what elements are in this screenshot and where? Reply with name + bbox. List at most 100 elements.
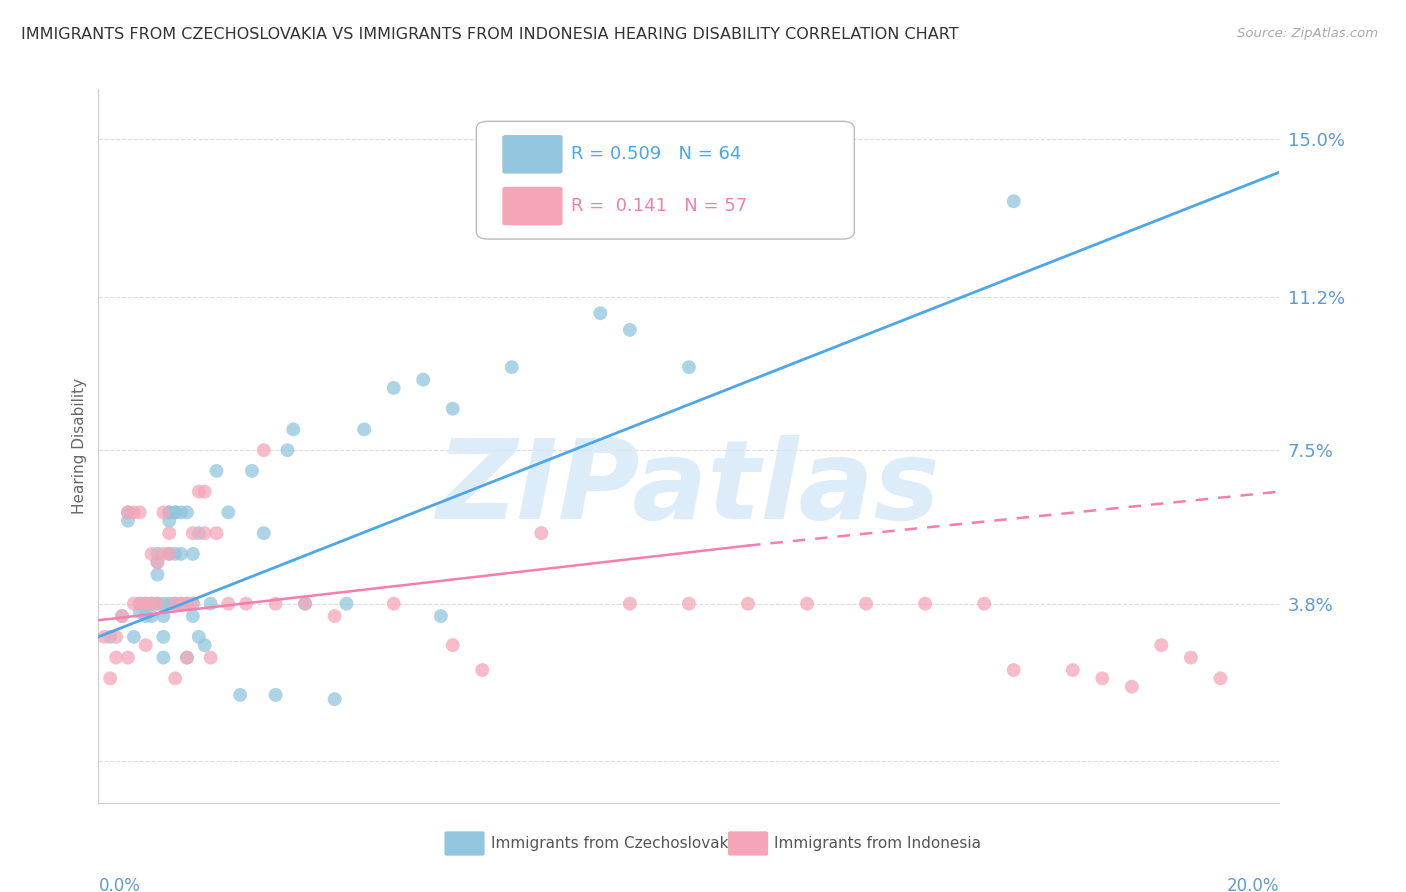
Point bbox=[619, 597, 641, 611]
Point bbox=[796, 597, 818, 611]
Point bbox=[141, 609, 163, 624]
Point bbox=[117, 650, 139, 665]
Point bbox=[170, 597, 193, 611]
Point bbox=[170, 505, 193, 519]
Point bbox=[105, 630, 128, 644]
Point bbox=[187, 526, 209, 541]
Point bbox=[441, 638, 464, 652]
Point bbox=[146, 597, 169, 611]
Text: R =  0.141   N = 57: R = 0.141 N = 57 bbox=[571, 197, 747, 215]
Point bbox=[412, 373, 434, 387]
Point bbox=[170, 597, 193, 611]
Point bbox=[1062, 29, 1084, 43]
Point bbox=[165, 547, 187, 561]
Point bbox=[165, 671, 187, 685]
Point bbox=[122, 597, 145, 611]
Point bbox=[678, 360, 700, 375]
Point bbox=[146, 567, 169, 582]
Point bbox=[176, 650, 198, 665]
Point bbox=[353, 422, 375, 436]
Text: Source: ZipAtlas.com: Source: ZipAtlas.com bbox=[1237, 27, 1378, 40]
Point bbox=[855, 597, 877, 611]
Point bbox=[194, 526, 217, 541]
Text: R = 0.509   N = 64: R = 0.509 N = 64 bbox=[571, 145, 741, 163]
Point bbox=[200, 650, 222, 665]
Point bbox=[93, 630, 115, 644]
Point bbox=[152, 609, 174, 624]
Point bbox=[217, 505, 239, 519]
Point bbox=[323, 609, 346, 624]
Point bbox=[229, 688, 252, 702]
Point bbox=[205, 464, 228, 478]
Point bbox=[264, 688, 287, 702]
Point bbox=[117, 514, 139, 528]
Text: ZIPatlas: ZIPatlas bbox=[437, 435, 941, 542]
Point bbox=[141, 597, 163, 611]
Point bbox=[157, 547, 180, 561]
Point bbox=[181, 609, 204, 624]
Point bbox=[294, 597, 316, 611]
Point bbox=[157, 547, 180, 561]
Point bbox=[122, 505, 145, 519]
Point bbox=[157, 505, 180, 519]
Text: Immigrants from Czechoslovakia: Immigrants from Czechoslovakia bbox=[491, 836, 741, 851]
Point bbox=[157, 514, 180, 528]
Point bbox=[200, 597, 222, 611]
FancyBboxPatch shape bbox=[502, 186, 562, 226]
Point bbox=[1209, 671, 1232, 685]
Point bbox=[1180, 650, 1202, 665]
Point bbox=[135, 609, 157, 624]
Point bbox=[1062, 663, 1084, 677]
FancyBboxPatch shape bbox=[477, 121, 855, 239]
Point bbox=[973, 597, 995, 611]
Point bbox=[796, 194, 818, 209]
Point bbox=[181, 597, 204, 611]
Point bbox=[194, 638, 217, 652]
Point bbox=[187, 630, 209, 644]
Point bbox=[141, 597, 163, 611]
Text: IMMIGRANTS FROM CZECHOSLOVAKIA VS IMMIGRANTS FROM INDONESIA HEARING DISABILITY C: IMMIGRANTS FROM CZECHOSLOVAKIA VS IMMIGR… bbox=[21, 27, 959, 42]
Point bbox=[152, 547, 174, 561]
Point bbox=[1091, 671, 1114, 685]
Point bbox=[194, 484, 217, 499]
Point bbox=[176, 505, 198, 519]
Text: 20.0%: 20.0% bbox=[1227, 878, 1279, 892]
Point bbox=[117, 505, 139, 519]
Point bbox=[98, 630, 121, 644]
Point bbox=[152, 630, 174, 644]
Point bbox=[135, 638, 157, 652]
Point bbox=[441, 401, 464, 416]
Point bbox=[1121, 680, 1143, 694]
Point bbox=[165, 505, 187, 519]
Point bbox=[1002, 663, 1025, 677]
Point bbox=[181, 597, 204, 611]
Point bbox=[141, 547, 163, 561]
Point bbox=[619, 323, 641, 337]
Point bbox=[165, 597, 187, 611]
Point bbox=[152, 597, 174, 611]
Point bbox=[165, 505, 187, 519]
Point bbox=[235, 597, 257, 611]
Point bbox=[176, 650, 198, 665]
Point bbox=[111, 609, 134, 624]
Point bbox=[253, 443, 276, 458]
Point bbox=[157, 597, 180, 611]
Point bbox=[128, 597, 150, 611]
Point bbox=[187, 484, 209, 499]
Point bbox=[146, 547, 169, 561]
Point bbox=[170, 547, 193, 561]
Point bbox=[176, 597, 198, 611]
FancyBboxPatch shape bbox=[444, 831, 485, 855]
Point bbox=[253, 526, 276, 541]
Point bbox=[471, 663, 494, 677]
Point bbox=[530, 526, 553, 541]
Point bbox=[217, 597, 239, 611]
Point bbox=[264, 597, 287, 611]
Point bbox=[181, 526, 204, 541]
Point bbox=[128, 597, 150, 611]
Text: Immigrants from Indonesia: Immigrants from Indonesia bbox=[773, 836, 981, 851]
Point bbox=[335, 597, 357, 611]
Point bbox=[430, 609, 453, 624]
Point bbox=[152, 505, 174, 519]
Point bbox=[152, 650, 174, 665]
